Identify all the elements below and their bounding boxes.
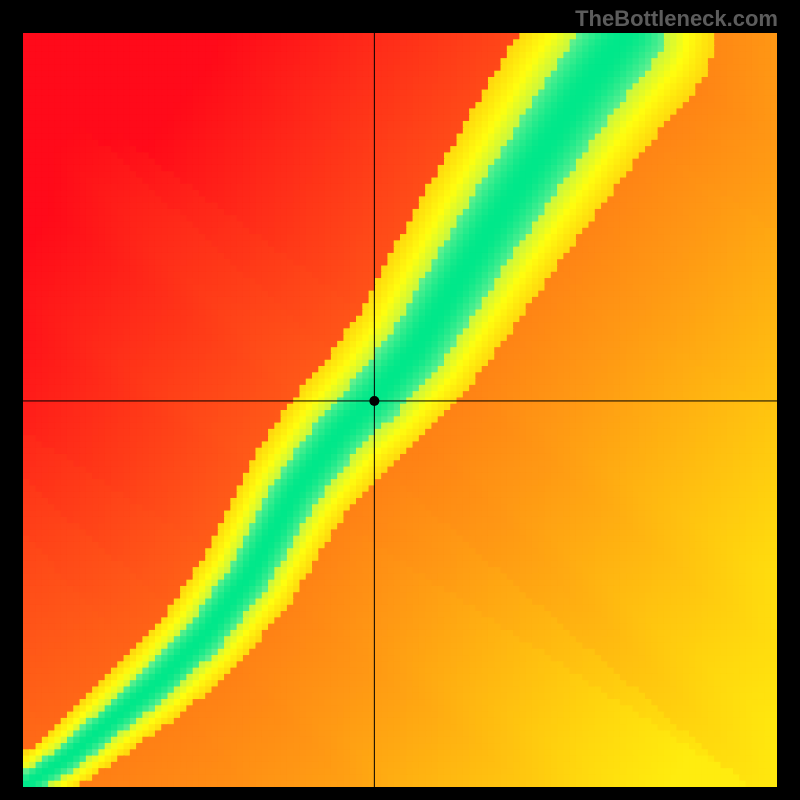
watermark-text: TheBottleneck.com [575, 6, 778, 32]
chart-container: TheBottleneck.com [0, 0, 800, 800]
heatmap-plot [23, 33, 777, 787]
heatmap-canvas [23, 33, 777, 787]
